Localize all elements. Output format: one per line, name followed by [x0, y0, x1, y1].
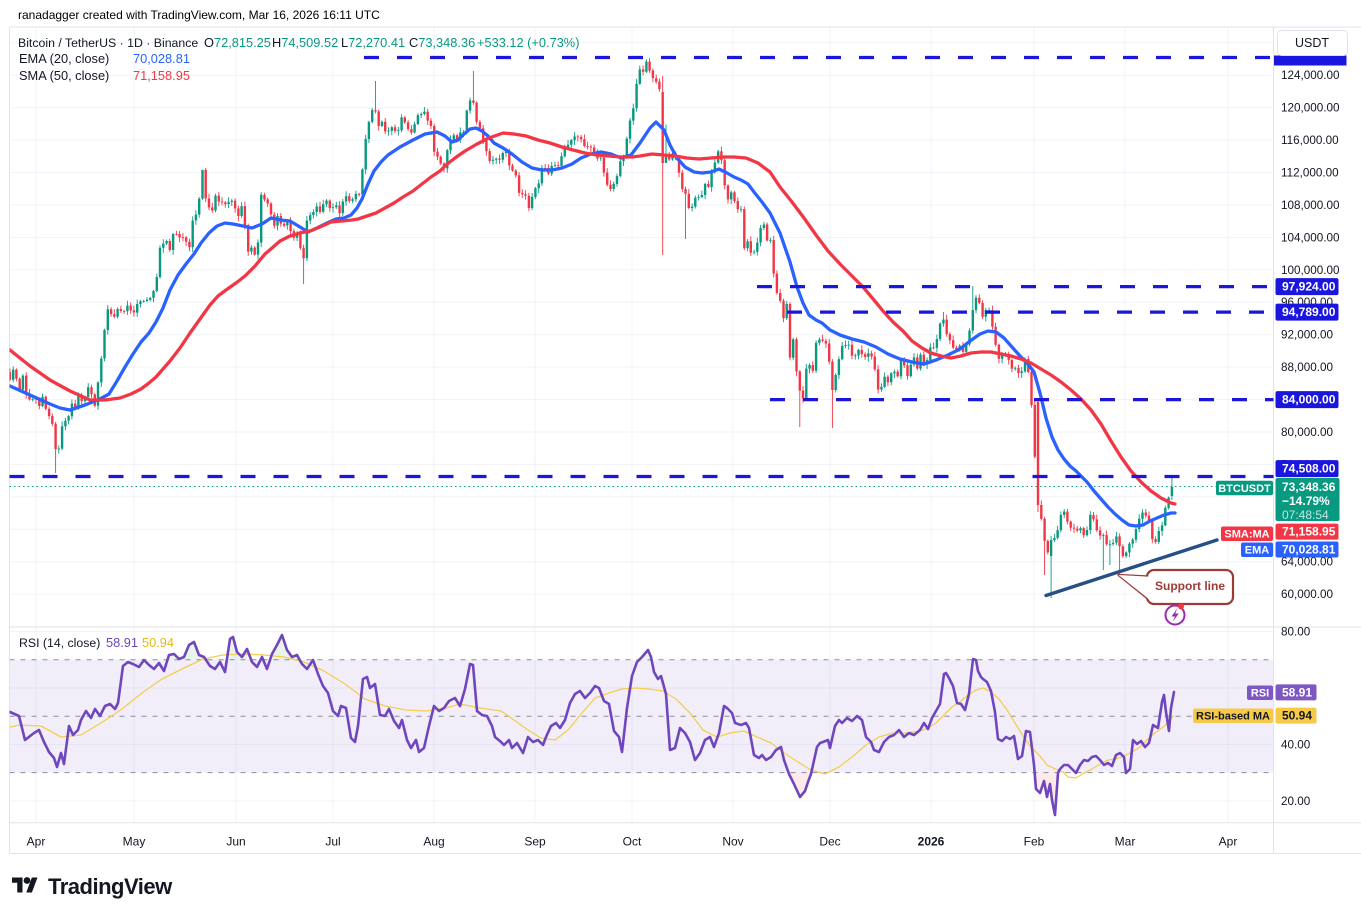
svg-text:SMA:MA: SMA:MA — [1224, 529, 1269, 541]
svg-text:Apr: Apr — [1219, 835, 1238, 849]
svg-text:80.00: 80.00 — [1281, 626, 1311, 639]
svg-text:O72,815.25: O72,815.25 — [204, 35, 271, 50]
svg-text:SMA (50, close): SMA (50, close) — [19, 68, 109, 83]
svg-text:USDT: USDT — [1295, 36, 1329, 50]
svg-text:Mar: Mar — [1115, 835, 1136, 849]
svg-text:124,000.00: 124,000.00 — [1281, 69, 1340, 82]
svg-text:Jun: Jun — [226, 835, 245, 849]
svg-text:104,000.00: 104,000.00 — [1281, 231, 1340, 244]
svg-text:20.00: 20.00 — [1281, 795, 1311, 808]
svg-text:07:48:54: 07:48:54 — [1282, 508, 1329, 522]
svg-text:64,000.00: 64,000.00 — [1281, 556, 1333, 569]
svg-text:97,924.00: 97,924.00 — [1282, 280, 1336, 294]
svg-text:71,158.95: 71,158.95 — [133, 68, 190, 83]
svg-text:Aug: Aug — [423, 835, 444, 849]
svg-text:92,000.00: 92,000.00 — [1281, 329, 1333, 342]
svg-text:100,000.00: 100,000.00 — [1281, 264, 1340, 277]
svg-text:2026: 2026 — [918, 835, 945, 849]
svg-text:Nov: Nov — [722, 835, 743, 849]
svg-text:RSI (14, close): RSI (14, close) — [19, 636, 100, 650]
svg-text:40.00: 40.00 — [1281, 738, 1311, 751]
svg-text:58.91: 58.91 — [1282, 685, 1312, 699]
svg-text:−14.79%: −14.79% — [1282, 494, 1330, 508]
svg-text:120,000.00: 120,000.00 — [1281, 102, 1340, 115]
svg-text:Sep: Sep — [524, 835, 546, 849]
svg-text:C73,348.36: C73,348.36 — [409, 35, 475, 50]
svg-text:73,348.36: 73,348.36 — [1282, 480, 1336, 494]
svg-text:May: May — [123, 835, 146, 849]
svg-text:RSI: RSI — [1251, 688, 1269, 700]
svg-text:EMA (20, close): EMA (20, close) — [19, 51, 109, 66]
svg-text:L72,270.41: L72,270.41 — [341, 35, 405, 50]
svg-text:80,000.00: 80,000.00 — [1281, 426, 1333, 439]
svg-text:74,508.00: 74,508.00 — [1282, 462, 1336, 476]
svg-text:Apr: Apr — [27, 835, 46, 849]
svg-text:RSI-based MA: RSI-based MA — [1196, 711, 1270, 723]
svg-text:50.94: 50.94 — [142, 635, 174, 650]
svg-text:58.91: 58.91 — [106, 635, 138, 650]
svg-text:H74,509.52: H74,509.52 — [272, 35, 338, 50]
svg-text:108,000.00: 108,000.00 — [1281, 199, 1340, 212]
svg-text:Feb: Feb — [1024, 835, 1045, 849]
svg-text:71,158.95: 71,158.95 — [1282, 525, 1336, 539]
svg-text:70,028.81: 70,028.81 — [133, 51, 190, 66]
svg-text:94,789.00: 94,789.00 — [1282, 305, 1336, 319]
svg-text:Jul: Jul — [325, 835, 340, 849]
svg-text:TradingView: TradingView — [48, 874, 173, 899]
svg-text:116,000.00: 116,000.00 — [1281, 134, 1339, 147]
svg-text:84,000.00: 84,000.00 — [1282, 393, 1336, 407]
svg-text:112,000.00: 112,000.00 — [1281, 167, 1339, 180]
svg-text:60,000.00: 60,000.00 — [1281, 588, 1333, 601]
svg-text:88,000.00: 88,000.00 — [1281, 361, 1333, 374]
svg-text:Bitcoin / TetherUS · 1D · Bina: Bitcoin / TetherUS · 1D · Binance — [18, 36, 198, 50]
svg-text:Oct: Oct — [623, 835, 642, 849]
svg-text:Dec: Dec — [819, 835, 840, 849]
svg-text:+533.12 (+0.73%): +533.12 (+0.73%) — [477, 35, 579, 50]
svg-text:EMA: EMA — [1245, 545, 1270, 557]
svg-text:70,028.81: 70,028.81 — [1282, 543, 1336, 557]
svg-text:BTCUSDT: BTCUSDT — [1218, 483, 1271, 495]
svg-text:ranadagger created with Tradin: ranadagger created with TradingView.com,… — [18, 8, 380, 22]
svg-text:50.94: 50.94 — [1282, 709, 1312, 723]
svg-text:Support line: Support line — [1155, 579, 1225, 593]
